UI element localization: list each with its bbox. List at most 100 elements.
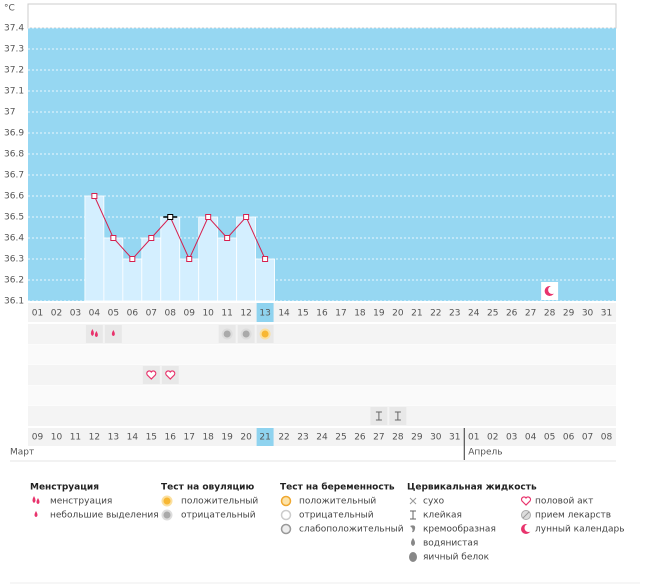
- day-label: 08: [165, 309, 177, 319]
- day-label: 14: [278, 309, 290, 319]
- icon-heart: [146, 370, 157, 380]
- date-label: 24: [316, 433, 328, 443]
- legend-icon: [521, 524, 533, 534]
- legend-label: клейкая: [423, 511, 462, 521]
- y-tick-label: 36.5: [4, 213, 24, 223]
- day-label: 29: [563, 309, 575, 319]
- date-label: 19: [221, 433, 233, 443]
- y-unit: °C: [4, 4, 15, 14]
- date-label: 04: [525, 433, 537, 443]
- today-cell: [256, 428, 274, 446]
- y-tick-label: 36.1: [4, 297, 24, 307]
- point: [91, 193, 98, 199]
- day-label: 16: [316, 309, 328, 319]
- icon-egg: [409, 552, 417, 562]
- icon-cross: [409, 497, 417, 505]
- icon-circle: [161, 495, 173, 507]
- date-label: 02: [487, 433, 498, 443]
- event-icon: [104, 325, 122, 343]
- event-icon: [541, 282, 559, 300]
- legend-label: отрицательный: [299, 511, 374, 521]
- legend-icon: [280, 509, 292, 521]
- day-label: 18: [354, 309, 366, 319]
- y-tick-label: 37.1: [4, 87, 24, 97]
- legend-title: Менструация: [30, 483, 99, 493]
- day-label: 15: [297, 309, 308, 319]
- y-tick-label: 36.9: [4, 129, 24, 139]
- date-label: 05: [544, 433, 555, 443]
- bar: [141, 237, 162, 302]
- day-label: 19: [373, 309, 385, 319]
- legend-label: водянистая: [423, 539, 478, 549]
- legend-icon: [410, 525, 416, 533]
- date-label: 14: [127, 433, 139, 443]
- legend-label: отрицательный: [181, 511, 256, 521]
- point: [148, 235, 155, 241]
- day-label: 31: [601, 309, 612, 319]
- icon-ibeam: [410, 510, 416, 520]
- date-label: 10: [51, 433, 63, 443]
- day-label: 22: [430, 309, 441, 319]
- point: [167, 214, 174, 220]
- date-label: 27: [373, 433, 384, 443]
- legend-icon: [410, 510, 416, 520]
- point: [110, 235, 117, 241]
- date-label: 20: [240, 433, 252, 443]
- icon-heart: [520, 496, 532, 506]
- month-label: Март: [10, 448, 34, 458]
- icon-blob: [410, 525, 416, 533]
- legend-label: положительный: [181, 497, 258, 507]
- date-label: 09: [32, 433, 44, 443]
- icon-circle: [259, 328, 271, 340]
- event-icon: [370, 407, 388, 425]
- date-label: 11: [70, 433, 81, 443]
- icon-heart: [165, 370, 176, 380]
- date-label: 30: [430, 433, 442, 443]
- day-label: 10: [202, 309, 214, 319]
- day-label: 01: [32, 309, 43, 319]
- date-label: 26: [354, 433, 366, 443]
- y-tick-label: 37.2: [4, 66, 24, 76]
- date-label: 15: [146, 433, 157, 443]
- legend-label: слабоположительный: [299, 525, 404, 535]
- icon-drop: [32, 496, 40, 504]
- bar: [179, 258, 200, 302]
- legend-title: Тест на беременность: [280, 482, 395, 493]
- date-label: 08: [601, 433, 613, 443]
- icon-ring: [280, 523, 292, 535]
- y-tick-label: 36.4: [4, 234, 24, 244]
- date-label: 28: [392, 433, 404, 443]
- day-label: 23: [449, 309, 460, 319]
- legend-label: прием лекарств: [535, 511, 611, 521]
- icon-moon-cut: [548, 286, 557, 294]
- bar: [160, 216, 181, 302]
- legend-icon: [409, 497, 417, 505]
- date-label: 06: [563, 433, 575, 443]
- day-label: 25: [487, 309, 498, 319]
- icon-drop: [90, 329, 98, 337]
- icon-moon-cut: [524, 524, 533, 532]
- date-label: 29: [411, 433, 423, 443]
- y-tick-label: 36.7: [4, 171, 24, 181]
- legend-label: положительный: [299, 497, 376, 507]
- event-row: [28, 365, 616, 385]
- day-label: 30: [582, 309, 594, 319]
- day-label: 05: [108, 309, 119, 319]
- bar: [217, 237, 238, 302]
- date-label: 12: [89, 433, 100, 443]
- y-tick-label: 37: [4, 108, 15, 118]
- icon-drop: [411, 538, 415, 546]
- y-tick-label: 36.6: [4, 192, 24, 202]
- event-icon: [161, 366, 179, 384]
- date-label: 31: [449, 433, 460, 443]
- icon-circle: [161, 509, 173, 521]
- event-icon: [256, 325, 274, 343]
- point: [243, 214, 250, 220]
- day-label: 04: [89, 309, 101, 319]
- event-icon: [85, 325, 103, 343]
- point: [186, 256, 193, 262]
- chart-top: [27, 3, 617, 29]
- day-label: 07: [146, 309, 157, 319]
- day-row: [28, 303, 616, 322]
